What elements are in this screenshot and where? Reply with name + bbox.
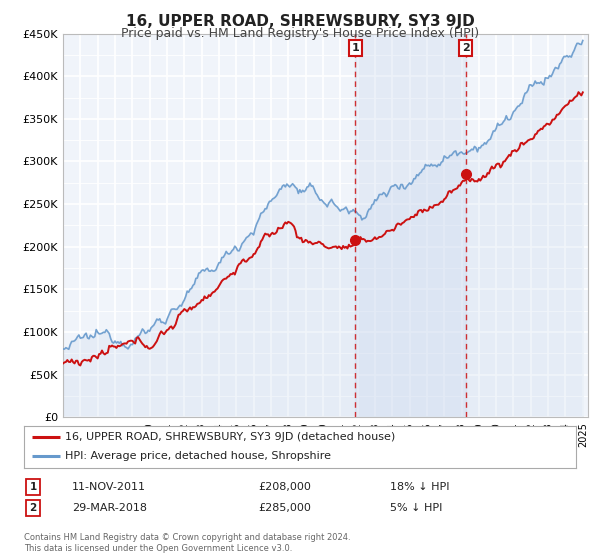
- Text: 2: 2: [462, 43, 470, 53]
- Text: £285,000: £285,000: [258, 503, 311, 513]
- Text: £208,000: £208,000: [258, 482, 311, 492]
- Text: 18% ↓ HPI: 18% ↓ HPI: [390, 482, 449, 492]
- Text: 5% ↓ HPI: 5% ↓ HPI: [390, 503, 442, 513]
- Text: Contains HM Land Registry data © Crown copyright and database right 2024.: Contains HM Land Registry data © Crown c…: [24, 533, 350, 542]
- Text: 1: 1: [29, 482, 37, 492]
- Text: 1: 1: [352, 43, 359, 53]
- Text: 16, UPPER ROAD, SHREWSBURY, SY3 9JD (detached house): 16, UPPER ROAD, SHREWSBURY, SY3 9JD (det…: [65, 432, 395, 442]
- Text: 16, UPPER ROAD, SHREWSBURY, SY3 9JD: 16, UPPER ROAD, SHREWSBURY, SY3 9JD: [125, 14, 475, 29]
- Text: Price paid vs. HM Land Registry's House Price Index (HPI): Price paid vs. HM Land Registry's House …: [121, 27, 479, 40]
- Text: This data is licensed under the Open Government Licence v3.0.: This data is licensed under the Open Gov…: [24, 544, 292, 553]
- Text: HPI: Average price, detached house, Shropshire: HPI: Average price, detached house, Shro…: [65, 451, 331, 461]
- Text: 2: 2: [29, 503, 37, 513]
- Text: 11-NOV-2011: 11-NOV-2011: [72, 482, 146, 492]
- Text: 29-MAR-2018: 29-MAR-2018: [72, 503, 147, 513]
- Bar: [355, 34, 466, 417]
